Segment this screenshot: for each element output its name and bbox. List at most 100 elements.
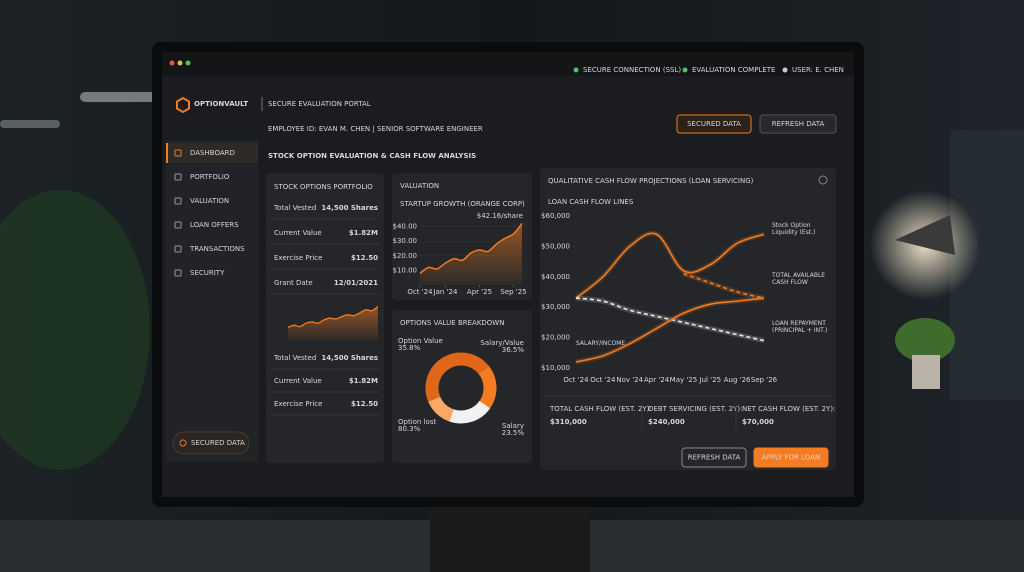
sidebar xyxy=(166,140,258,462)
y-tick-label: $10.00 xyxy=(393,266,418,274)
line xyxy=(683,273,765,299)
sparkline-area xyxy=(288,306,378,340)
summary-value: $240,000 xyxy=(648,418,685,426)
x-tick-label: May '25 xyxy=(670,376,698,384)
row-value: $12.50 xyxy=(351,254,378,262)
y-tick-label: $40.00 xyxy=(393,223,418,231)
x-tick-label: Oct '24 xyxy=(407,288,433,296)
line xyxy=(575,297,765,363)
nav-icon xyxy=(174,197,182,205)
header-button-label: REFRESH DATA xyxy=(772,120,825,128)
window-dot xyxy=(185,60,191,66)
action-button-label: APPLY FOR LOAN xyxy=(762,454,820,462)
status-icon xyxy=(782,67,788,73)
line-area xyxy=(420,223,522,285)
legend-entry: Stock Option Liquidity (Est.) xyxy=(772,222,816,236)
card-title: STOCK OPTIONS PORTFOLIO xyxy=(274,183,373,191)
legend-entry: TOTAL AVAILABLE CASH FLOW xyxy=(772,272,826,286)
status-text: USER: E. CHEN xyxy=(792,66,844,74)
portal-name: SECURE EVALUATION PORTAL xyxy=(268,100,371,108)
x-tick-label: Apr '24 xyxy=(644,376,670,384)
row-label: Exercise Price xyxy=(274,254,322,262)
logo xyxy=(176,96,190,114)
sparkline xyxy=(287,305,379,329)
row-value: 14,500 Shares xyxy=(321,354,378,362)
y-tick-label: $30.00 xyxy=(393,237,418,245)
row-value: $1.82M xyxy=(349,377,378,385)
nav-item: TRANSACTIONS xyxy=(189,245,245,253)
y-tick-label: $50,000 xyxy=(541,242,570,250)
x-tick-label: Apr '25 xyxy=(467,288,492,296)
nav-item: SECURITY xyxy=(190,269,225,277)
row-value: 14,500 Shares xyxy=(321,204,378,212)
nav-icon xyxy=(174,269,182,277)
row-value: 12/01/2021 xyxy=(334,279,378,287)
header-button[interactable] xyxy=(676,114,752,134)
donut-label: Salary xyxy=(502,422,524,430)
page-title: STOCK OPTION EVALUATION & CASH FLOW ANAL… xyxy=(268,152,476,160)
donut-segment xyxy=(425,352,489,402)
row-label: Exercise Price xyxy=(274,400,322,408)
title-bar xyxy=(162,52,854,76)
nav-icon xyxy=(174,245,182,253)
info-icon xyxy=(818,175,828,185)
y-tick-label: $20,000 xyxy=(541,334,570,342)
card-title: OPTIONS VALUE BREAKDOWN xyxy=(400,319,504,327)
nav-icon xyxy=(174,149,182,157)
action-button-label: REFRESH DATA xyxy=(688,454,741,462)
action-button[interactable] xyxy=(681,447,747,468)
nav-item: LOAN OFFERS xyxy=(190,221,239,229)
y-tick-label: $30,000 xyxy=(541,303,570,311)
donut-value: 35.8% xyxy=(398,344,421,352)
legend-entry: SALARY/INCOME xyxy=(576,340,626,347)
donut-segment xyxy=(478,365,497,409)
x-tick-label: Aug '26 xyxy=(724,376,751,384)
monitor-stand xyxy=(430,495,590,572)
row-label: Total Vested xyxy=(273,354,316,362)
donut-label: Option lost xyxy=(398,418,436,426)
row-label: Current Value xyxy=(274,377,322,385)
window-dot xyxy=(169,60,175,66)
y-tick-label: $10,000 xyxy=(541,364,570,372)
row-value: $1.82M xyxy=(349,229,378,237)
card-title: QUALITATIVE CASH FLOW PROJECTIONS (LOAN … xyxy=(548,177,754,185)
header-button[interactable] xyxy=(759,114,837,134)
donut-segment xyxy=(449,400,491,424)
status-text: EVALUATION COMPLETE xyxy=(692,66,775,74)
chart-subtitle: STARTUP GROWTH (ORANGE CORP) xyxy=(400,200,525,208)
summary-value: $310,000 xyxy=(550,418,587,426)
summary-label: TOTAL CASH FLOW (EST. 2Y): xyxy=(549,405,652,413)
chart-subtitle: LOAN CASH FLOW LINES xyxy=(548,198,634,206)
row-label: Grant Date xyxy=(274,279,313,287)
employee-id: EMPLOYEE ID: EVAN M. CHEN | SENIOR SOFTW… xyxy=(268,125,483,133)
line xyxy=(575,297,765,342)
summary-label: DEBT SERVICING (EST. 2Y): xyxy=(648,405,742,413)
x-tick-label: Oct '24 xyxy=(563,376,589,384)
donut-label: Salary/Value xyxy=(480,339,524,347)
chart-annotation: $42.16/share xyxy=(477,212,523,220)
nav-icon xyxy=(174,173,182,181)
donut-value: 23.5% xyxy=(502,429,525,437)
plant xyxy=(895,318,955,362)
ceiling-light xyxy=(80,92,160,102)
nav-icon xyxy=(174,221,182,229)
row-label: Current Value xyxy=(274,229,322,237)
x-tick-label: Sep '25 xyxy=(500,288,526,296)
summary-label: NET CASH FLOW (EST. 2Y): xyxy=(742,405,835,413)
summary-value: $70,000 xyxy=(742,418,774,426)
row-value: $12.50 xyxy=(351,400,378,408)
x-tick-label: Jan '24 xyxy=(433,288,458,296)
nav-item: VALUATION xyxy=(190,197,229,205)
secured-badge xyxy=(172,431,250,455)
pot xyxy=(912,355,940,389)
brand: OPTIONVAULT xyxy=(194,100,248,108)
y-tick-label: $40,000 xyxy=(541,273,570,281)
nav-item: PORTFOLIO xyxy=(190,173,230,181)
y-tick-label: $20.00 xyxy=(393,252,418,260)
portfolio-card xyxy=(266,173,384,463)
line xyxy=(575,232,765,299)
ceiling-light xyxy=(0,120,60,128)
nav-active xyxy=(166,143,258,163)
x-tick-label: Nov '24 xyxy=(616,376,643,384)
action-button[interactable] xyxy=(753,447,829,468)
